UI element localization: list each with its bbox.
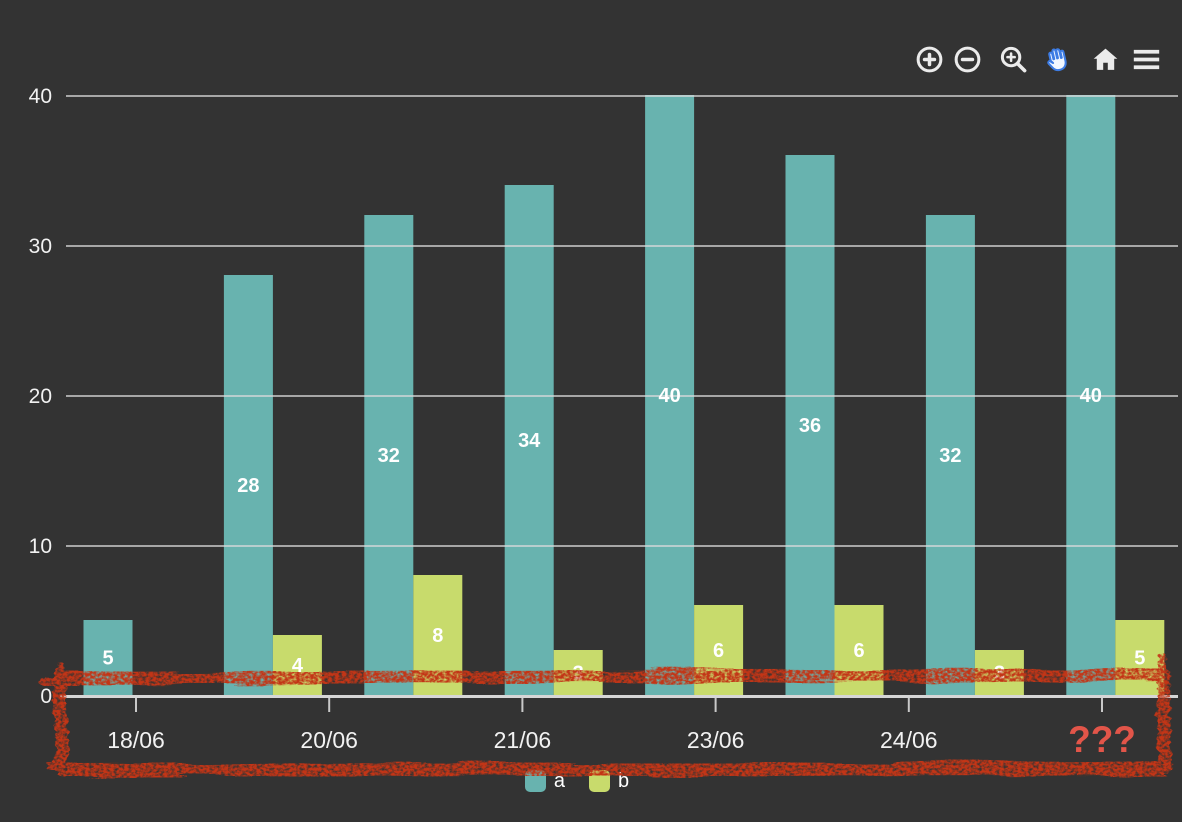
bar-value-label: 32 bbox=[939, 445, 961, 467]
bar-value-label: 32 bbox=[378, 445, 400, 467]
zoom-area-icon[interactable] bbox=[999, 45, 1028, 74]
menu-icon[interactable] bbox=[1132, 45, 1161, 74]
bar-value-label: 8 bbox=[432, 625, 443, 647]
y-axis-label: 10 bbox=[29, 535, 52, 558]
x-axis-label: 23/06 bbox=[687, 727, 745, 753]
bar-value-label: 6 bbox=[853, 640, 864, 662]
bar-a-8[interactable] bbox=[1066, 95, 1116, 695]
legend-label: a bbox=[553, 769, 565, 792]
x-label-mystery: ??? bbox=[1068, 719, 1136, 760]
bar-value-label: 40 bbox=[658, 385, 680, 407]
bar-value-label: 36 bbox=[799, 415, 821, 437]
bar-value-label: 3 bbox=[573, 663, 584, 685]
legend-swatch-a bbox=[524, 770, 546, 792]
bar-a-4[interactable] bbox=[504, 185, 554, 695]
x-axis-label: 21/06 bbox=[494, 727, 552, 753]
y-axis-label: 20 bbox=[29, 385, 52, 408]
bar-value-label: 6 bbox=[713, 640, 724, 662]
bar-a-7[interactable] bbox=[925, 215, 975, 695]
zoom-out-icon[interactable] bbox=[953, 45, 982, 74]
x-axis-label: 18/06 bbox=[107, 727, 165, 753]
bar-value-label: 28 bbox=[237, 475, 259, 497]
zoom-in-icon[interactable] bbox=[915, 45, 944, 74]
bar-a-3[interactable] bbox=[364, 215, 414, 695]
legend-swatch-b bbox=[589, 770, 610, 792]
bar-a-2[interactable] bbox=[223, 275, 273, 695]
legend-item-b[interactable]: b bbox=[589, 770, 629, 793]
legend-label: b bbox=[618, 769, 630, 792]
x-axis-label: 20/06 bbox=[300, 727, 358, 753]
pan-icon[interactable] bbox=[1043, 45, 1072, 74]
y-axis-label: 0 bbox=[40, 685, 52, 708]
bar-value-label: 4 bbox=[292, 655, 304, 677]
legend-item-a[interactable]: a bbox=[524, 769, 565, 793]
chart-toolbar bbox=[0, 0, 1182, 80]
y-axis-label: 40 bbox=[29, 85, 52, 108]
bar-value-label: 5 bbox=[102, 648, 113, 670]
bar-value-label: 5 bbox=[1134, 648, 1145, 670]
bar-value-label: 34 bbox=[518, 430, 541, 452]
x-axis-label: 24/06 bbox=[880, 727, 938, 753]
bar-a-5[interactable] bbox=[645, 95, 695, 695]
bar-value-label: 3 bbox=[994, 663, 1005, 685]
home-icon[interactable] bbox=[1091, 45, 1120, 74]
bar-value-label: 40 bbox=[1080, 385, 1102, 407]
y-axis-label: 30 bbox=[29, 235, 52, 258]
bar-a-6[interactable] bbox=[785, 155, 835, 695]
